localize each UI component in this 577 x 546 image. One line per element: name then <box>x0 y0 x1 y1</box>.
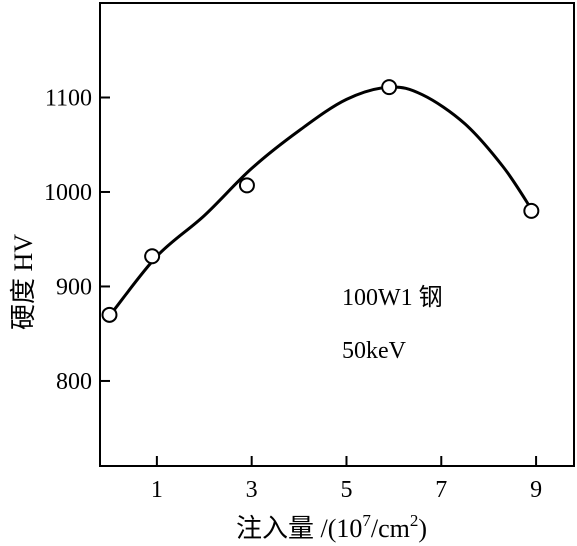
x-tick-label: 3 <box>246 477 258 503</box>
y-tick-label: 900 <box>56 274 92 300</box>
x-tick-label: 5 <box>340 477 352 503</box>
x-axis-title-main: 注入量 /(10 <box>236 514 362 543</box>
axis-ticks: 1 3 5 7 9 800 900 1000 1100 <box>44 85 542 503</box>
x-tick-label: 1 <box>151 477 163 503</box>
x-axis-title-end: ) <box>418 514 427 543</box>
data-point <box>238 177 255 194</box>
annotation-energy: 50keV <box>342 338 407 364</box>
y-tick-label: 800 <box>56 369 92 395</box>
x-tick-label: 7 <box>435 477 447 503</box>
x-axis-title-mid: /cm <box>371 514 410 543</box>
data-point <box>523 202 540 219</box>
data-point <box>101 306 118 323</box>
data-points <box>101 79 540 323</box>
x-axis-title-exp2: 2 <box>410 511 419 530</box>
y-axis-title: 硬度 HV <box>9 234 38 330</box>
x-tick-label: 9 <box>530 477 542 503</box>
x-axis-title-exp1: 7 <box>362 511 371 530</box>
plot-frame <box>99 2 575 467</box>
data-point <box>381 79 398 96</box>
y-tick-label: 1100 <box>45 85 92 111</box>
y-tick-label: 1000 <box>44 180 92 206</box>
data-point <box>144 248 161 265</box>
annotation-steel: 100W1 钢 <box>342 284 443 311</box>
x-axis-title: 注入量 /(107/cm2) <box>236 511 427 543</box>
fit-curve <box>110 85 533 314</box>
